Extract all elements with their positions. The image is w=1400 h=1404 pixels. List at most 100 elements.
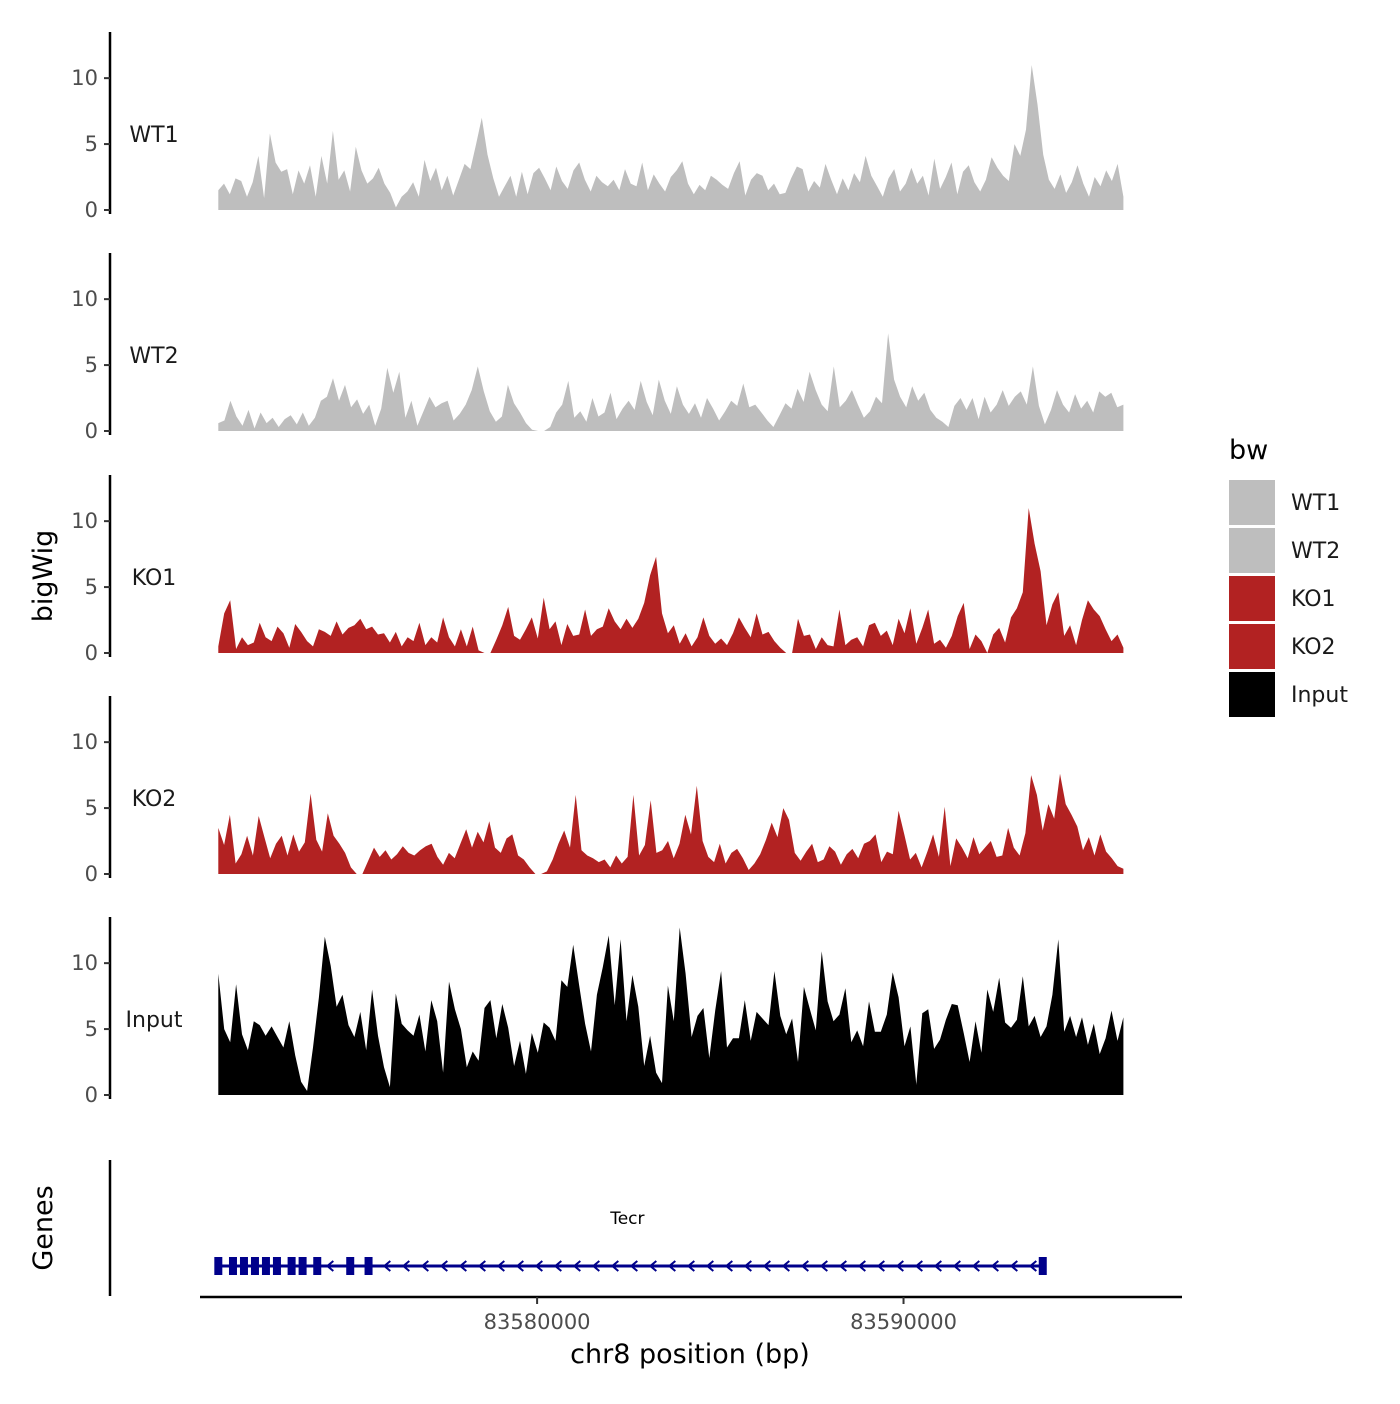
legend-label-wt2: WT2 bbox=[1291, 539, 1340, 564]
strand-arrow bbox=[648, 1260, 657, 1272]
gene-exon bbox=[261, 1257, 270, 1275]
y-tick-label: 0 bbox=[85, 862, 98, 886]
strand-arrow bbox=[895, 1260, 904, 1272]
strand-arrow bbox=[534, 1260, 543, 1272]
area-input bbox=[218, 927, 1124, 1095]
gene-tecr: Tecr bbox=[214, 1209, 1047, 1275]
strand-arrow bbox=[515, 1260, 524, 1272]
y-tick-label: 10 bbox=[71, 66, 98, 90]
y-tick-label: 10 bbox=[71, 287, 98, 311]
strand-arrow bbox=[382, 1260, 391, 1272]
strand-arrow bbox=[724, 1260, 733, 1272]
gene-exon bbox=[346, 1257, 355, 1275]
strand-arrow bbox=[971, 1260, 980, 1272]
track-ko1: 0 5 10 KO1 bbox=[71, 475, 1124, 665]
strand-arrow bbox=[439, 1260, 448, 1272]
gene-exon bbox=[364, 1257, 373, 1275]
gene-exon bbox=[228, 1257, 237, 1275]
track-label-input: Input bbox=[126, 1008, 183, 1033]
x-tick-label: 83580000 bbox=[484, 1310, 591, 1334]
x-axis-title: chr8 position (bp) bbox=[570, 1339, 810, 1370]
y-tick-label: 5 bbox=[85, 796, 98, 820]
y-tick-label: 10 bbox=[71, 730, 98, 754]
y-tick-label: 5 bbox=[85, 353, 98, 377]
x-axis: 83580000 83590000 bbox=[200, 1295, 1182, 1334]
track-label-wt2: WT2 bbox=[129, 344, 178, 369]
strand-arrow bbox=[686, 1260, 695, 1272]
gene-exon bbox=[272, 1257, 281, 1275]
strand-arrow bbox=[458, 1260, 467, 1272]
legend-label-input: Input bbox=[1291, 683, 1348, 708]
track-label-ko2: KO2 bbox=[132, 787, 177, 812]
track-wt2: 0 5 10 WT2 bbox=[71, 253, 1124, 443]
area-wt2 bbox=[218, 333, 1124, 431]
strand-arrow bbox=[496, 1260, 505, 1272]
gene-exon bbox=[313, 1257, 322, 1275]
legend: bw WT1 WT2 KO1 KO2 Input bbox=[1229, 435, 1348, 717]
y-tick-label: 0 bbox=[85, 419, 98, 443]
strand-arrow bbox=[990, 1260, 999, 1272]
strand-arrow bbox=[762, 1260, 771, 1272]
strand-arrow bbox=[610, 1260, 619, 1272]
track-label-ko1: KO1 bbox=[132, 566, 177, 591]
strand-arrow bbox=[838, 1260, 847, 1272]
area-wt1 bbox=[218, 65, 1124, 210]
gene-exon bbox=[287, 1257, 296, 1275]
gene-exon bbox=[1038, 1257, 1047, 1275]
y-tick-label: 0 bbox=[85, 641, 98, 665]
strand-arrow bbox=[420, 1260, 429, 1272]
legend-swatch-wt1 bbox=[1229, 480, 1275, 525]
strand-arrow bbox=[914, 1260, 923, 1272]
strand-arrow bbox=[325, 1260, 334, 1272]
gene-exon bbox=[239, 1257, 248, 1275]
legend-swatch-ko2 bbox=[1229, 624, 1275, 669]
area-ko2 bbox=[218, 773, 1124, 874]
legend-swatch-ko1 bbox=[1229, 576, 1275, 621]
y-axis-title: bigWig bbox=[28, 530, 59, 623]
legend-label-ko1: KO1 bbox=[1291, 587, 1336, 612]
y-tick-label: 10 bbox=[71, 951, 98, 975]
genes-panel: Tecr bbox=[108, 1160, 1047, 1296]
legend-swatch-input bbox=[1229, 672, 1275, 717]
legend-swatch-wt2 bbox=[1229, 528, 1275, 573]
strand-arrow bbox=[667, 1260, 676, 1272]
strand-arrow bbox=[1009, 1260, 1018, 1272]
strand-arrow bbox=[819, 1260, 828, 1272]
strand-arrow bbox=[477, 1260, 486, 1272]
area-ko1 bbox=[218, 508, 1124, 653]
track-ko2: 0 5 10 KO2 bbox=[71, 696, 1124, 886]
strand-arrow bbox=[591, 1260, 600, 1272]
legend-label-wt1: WT1 bbox=[1291, 491, 1340, 516]
legend-label-ko2: KO2 bbox=[1291, 635, 1336, 660]
y-tick-label: 5 bbox=[85, 1017, 98, 1041]
strand-arrow bbox=[572, 1260, 581, 1272]
strand-arrow bbox=[705, 1260, 714, 1272]
strand-arrow bbox=[857, 1260, 866, 1272]
gene-exon bbox=[214, 1257, 223, 1275]
gene-exon bbox=[250, 1257, 259, 1275]
gene-exon bbox=[298, 1257, 307, 1275]
strand-arrow bbox=[933, 1260, 942, 1272]
x-tick-label: 83590000 bbox=[850, 1310, 957, 1334]
y-tick-label: 0 bbox=[85, 198, 98, 222]
y-tick-label: 10 bbox=[71, 509, 98, 533]
track-label-wt1: WT1 bbox=[129, 123, 178, 148]
strand-arrow bbox=[743, 1260, 752, 1272]
strand-arrow bbox=[876, 1260, 885, 1272]
strand-arrow bbox=[401, 1260, 410, 1272]
genes-axis-title: Genes bbox=[28, 1185, 59, 1270]
strand-arrow bbox=[553, 1260, 562, 1272]
strand-arrow bbox=[1028, 1260, 1037, 1272]
strand-arrow bbox=[629, 1260, 638, 1272]
strand-arrow bbox=[952, 1260, 961, 1272]
strand-arrow bbox=[781, 1260, 790, 1272]
strand-arrow bbox=[800, 1260, 809, 1272]
legend-title: bw bbox=[1229, 435, 1268, 466]
y-tick-label: 0 bbox=[85, 1083, 98, 1107]
track-wt1: 0 5 10 WT1 bbox=[71, 32, 1124, 222]
y-tick-label: 5 bbox=[85, 575, 98, 599]
track-input: 0 5 10 Input bbox=[71, 917, 1124, 1107]
gene-label: Tecr bbox=[609, 1209, 644, 1229]
